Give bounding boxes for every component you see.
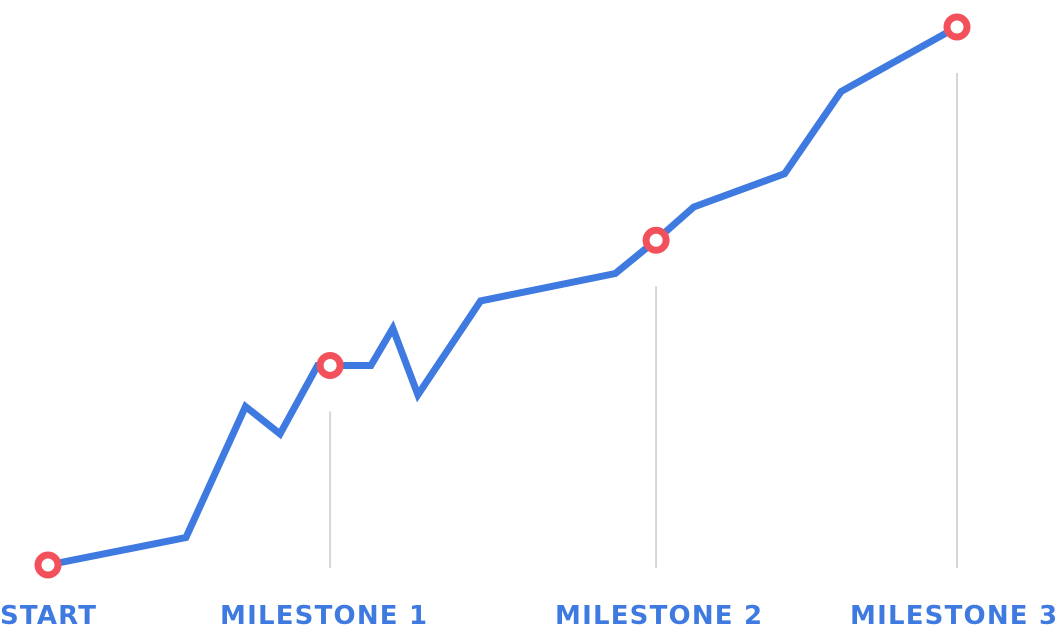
milestone-marker <box>642 226 670 254</box>
milestone-label: MILESTONE 2 <box>555 601 764 631</box>
milestone-marker <box>34 551 62 579</box>
milestone-label: START <box>0 601 98 631</box>
milestone-label: MILESTONE 3 <box>850 601 1058 631</box>
milestone-marker <box>943 13 971 41</box>
progress-line <box>44 23 961 569</box>
milestone-label: MILESTONE 1 <box>220 601 429 631</box>
milestone-marker <box>316 351 344 379</box>
